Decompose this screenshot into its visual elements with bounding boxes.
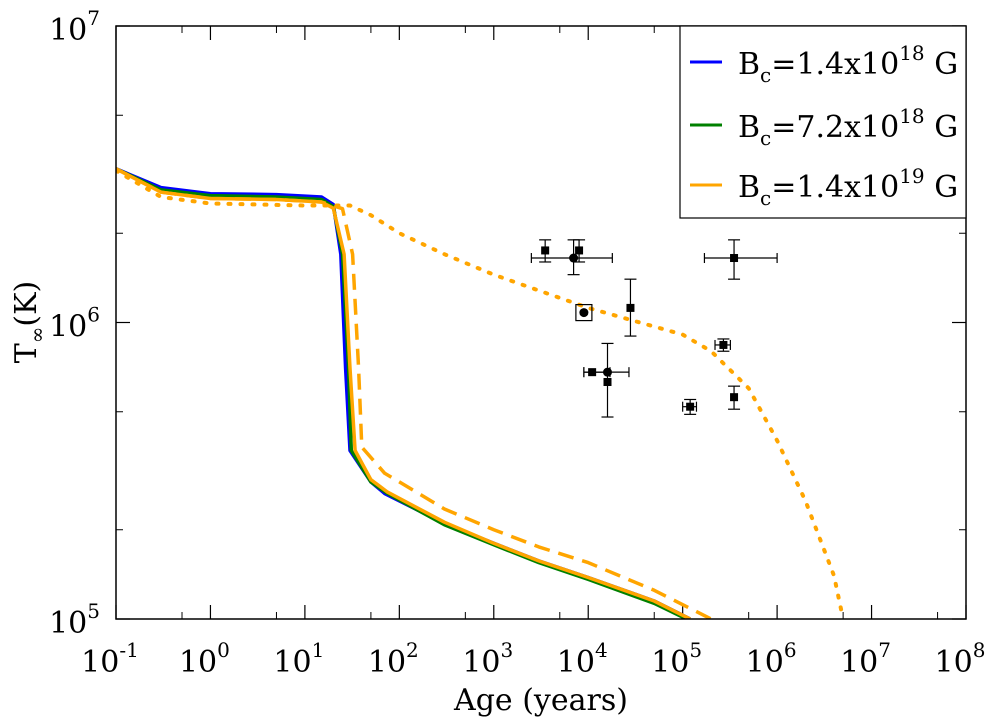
x-tick-labels: 10-1 100 101 102 103 104 105 106 107 108 (81, 638, 985, 680)
square-marker (575, 246, 584, 255)
series-line-3 (116, 167, 691, 619)
series-line-5 (116, 168, 846, 619)
legend-entry-2: Bc=7.2x1018 G (690, 104, 958, 150)
x-tick-label: 108 (935, 638, 986, 680)
y-tick-label: 107 (49, 6, 100, 48)
x-tick-label: 10-1 (81, 638, 139, 680)
circle-marker (579, 308, 589, 318)
y-axis-label-main: T (9, 343, 44, 363)
square-marker (686, 402, 695, 411)
legend-label-1: Bc=1.4x1018 G (738, 41, 958, 87)
y-tick-label: 106 (49, 303, 100, 345)
observation-point (539, 239, 552, 263)
x-tick-label: 105 (651, 638, 702, 680)
observation-point (682, 398, 698, 415)
observations (530, 239, 778, 418)
legend-label-3: Bc=1.4x1019 G (738, 164, 958, 210)
legend: Bc=1.4x1018 G Bc=7.2x1018 G Bc=1.4x1019 … (679, 25, 967, 219)
series-line-4 (116, 167, 712, 619)
box-marker (575, 303, 593, 322)
square-marker (603, 377, 612, 386)
legend-entry-1: Bc=1.4x1018 G (690, 41, 958, 87)
square-marker (730, 254, 739, 263)
observation-point (624, 278, 637, 337)
circle-marker (569, 253, 579, 263)
square-marker (541, 246, 550, 255)
y-axis-label: T∞(K) (9, 281, 49, 364)
square-marker (626, 303, 635, 312)
x-axis-label: Age (years) (453, 683, 628, 718)
plot-lines (116, 167, 846, 619)
legend-label-2: Bc=7.2x1018 G (738, 104, 958, 150)
x-tick-label: 100 (179, 638, 230, 680)
x-tick-label: 104 (557, 638, 608, 680)
x-tick-label: 103 (462, 638, 513, 680)
plot-frame (115, 25, 967, 620)
legend-entry-3: Bc=1.4x1019 G (690, 164, 958, 210)
observation-point (703, 239, 778, 280)
square-marker (730, 393, 739, 402)
y-tick-label: 105 (49, 599, 100, 641)
svg-text:T∞(K): T∞(K) (9, 281, 49, 364)
y-axis-label-sub: ∞ (25, 327, 49, 344)
legend-box (679, 25, 967, 219)
x-tick-label: 106 (746, 638, 797, 680)
x-tick-label: 101 (273, 638, 324, 680)
observation-point (575, 303, 593, 322)
observation-point (714, 338, 731, 352)
square-marker (719, 340, 728, 349)
y-tick-labels: 105 106 107 (49, 6, 100, 641)
observation-point (601, 342, 614, 418)
x-tick-label: 107 (840, 638, 891, 680)
observation-point (728, 385, 741, 410)
y-axis-label-unit: (K) (9, 281, 44, 327)
observation-point (530, 239, 613, 276)
x-tick-label: 102 (368, 638, 419, 680)
